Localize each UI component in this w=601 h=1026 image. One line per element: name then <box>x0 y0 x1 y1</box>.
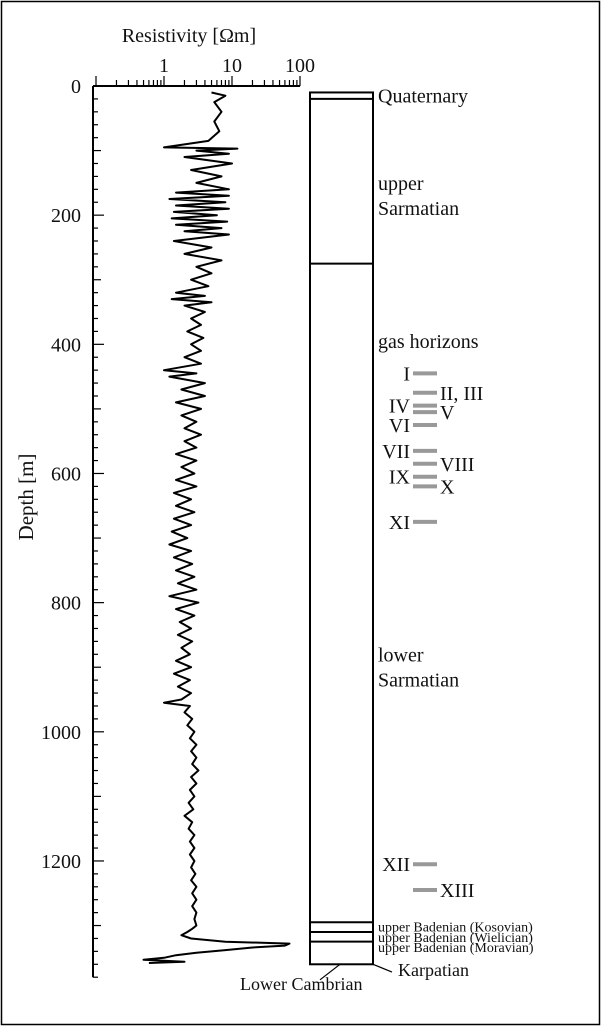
axes: 0 200 400 600 800 1000 1200 1 10 100 <box>41 55 315 978</box>
column-label-line: Sarmatian <box>378 198 459 220</box>
gas-horizon-label: V <box>440 402 455 424</box>
column-label: Lower Cambrian <box>240 974 362 994</box>
column-label-line: upper Badenian (Wielician) <box>378 931 533 946</box>
gas-horizon-label: XI <box>389 512 410 534</box>
column-label-line: lower <box>378 644 424 666</box>
column-label-line: Sarmatian <box>378 669 459 691</box>
stratigraphic-column: Quaternary upper Sarmatian gas horizons lowe… <box>240 86 534 994</box>
column-label: upper Badenian (Moravian) <box>378 941 534 956</box>
y-tick-label: 200 <box>51 205 81 227</box>
y-axis-title: Depth [m] <box>14 454 38 541</box>
column-label: Quaternary <box>378 86 468 108</box>
y-tick-label: 1200 <box>41 851 81 873</box>
x-axis-title: Resistivity [Ωm] <box>122 25 256 47</box>
gas-horizon-label: I <box>403 363 410 385</box>
column-label: upper Badenian (Wielician) <box>378 931 533 946</box>
y-tick-label: 0 <box>71 76 81 98</box>
plot-area <box>142 91 291 964</box>
gas-horizon-label: XII <box>382 854 410 876</box>
gas-horizon-label: VII <box>382 441 410 463</box>
column-label: Karpatian <box>398 960 469 980</box>
column-label-line: upper Badenian (Moravian) <box>378 941 534 956</box>
column-label: upper Badenian (Kosovian) <box>378 921 533 936</box>
x-tick-label: 100 <box>285 55 315 77</box>
column-label: lower Sarmatian <box>378 644 459 691</box>
resistivity-log-line <box>142 91 291 964</box>
column-label-line: Quaternary <box>378 86 468 108</box>
gas-horizon-label: VI <box>389 415 410 437</box>
y-tick-label: 800 <box>51 593 81 615</box>
x-tick-label: 10 <box>222 55 242 77</box>
column-label-line: Lower Cambrian <box>240 974 362 994</box>
column-label-line: upper <box>378 173 424 195</box>
gas-horizon-label: XIII <box>440 880 474 902</box>
column-outline <box>309 91 374 966</box>
gas-horizon-label: IV <box>389 396 411 418</box>
column-label-line: upper Badenian (Kosovian) <box>378 921 533 936</box>
gas-horizon-label: X <box>440 476 455 498</box>
column-label: upper Sarmatian <box>378 173 459 220</box>
y-tick-label: 1000 <box>41 722 81 744</box>
column-label: gas horizons <box>378 331 479 353</box>
gas-horizon-label: VIII <box>440 454 474 476</box>
column-label-line: Karpatian <box>398 960 469 980</box>
x-tick-label: 1 <box>159 55 169 77</box>
y-tick-label: 400 <box>51 334 81 356</box>
karpatian-leader <box>372 963 393 973</box>
gas-horizons: I II, III IV V VI VII VIII IX X XI XII XIII <box>382 363 483 902</box>
column-label-line: gas horizons <box>378 331 479 353</box>
cambrian-leader <box>319 963 341 981</box>
gas-horizon-label: II, III <box>440 383 483 405</box>
y-tick-label: 600 <box>51 463 81 485</box>
gas-horizon-label: IX <box>389 467 411 489</box>
